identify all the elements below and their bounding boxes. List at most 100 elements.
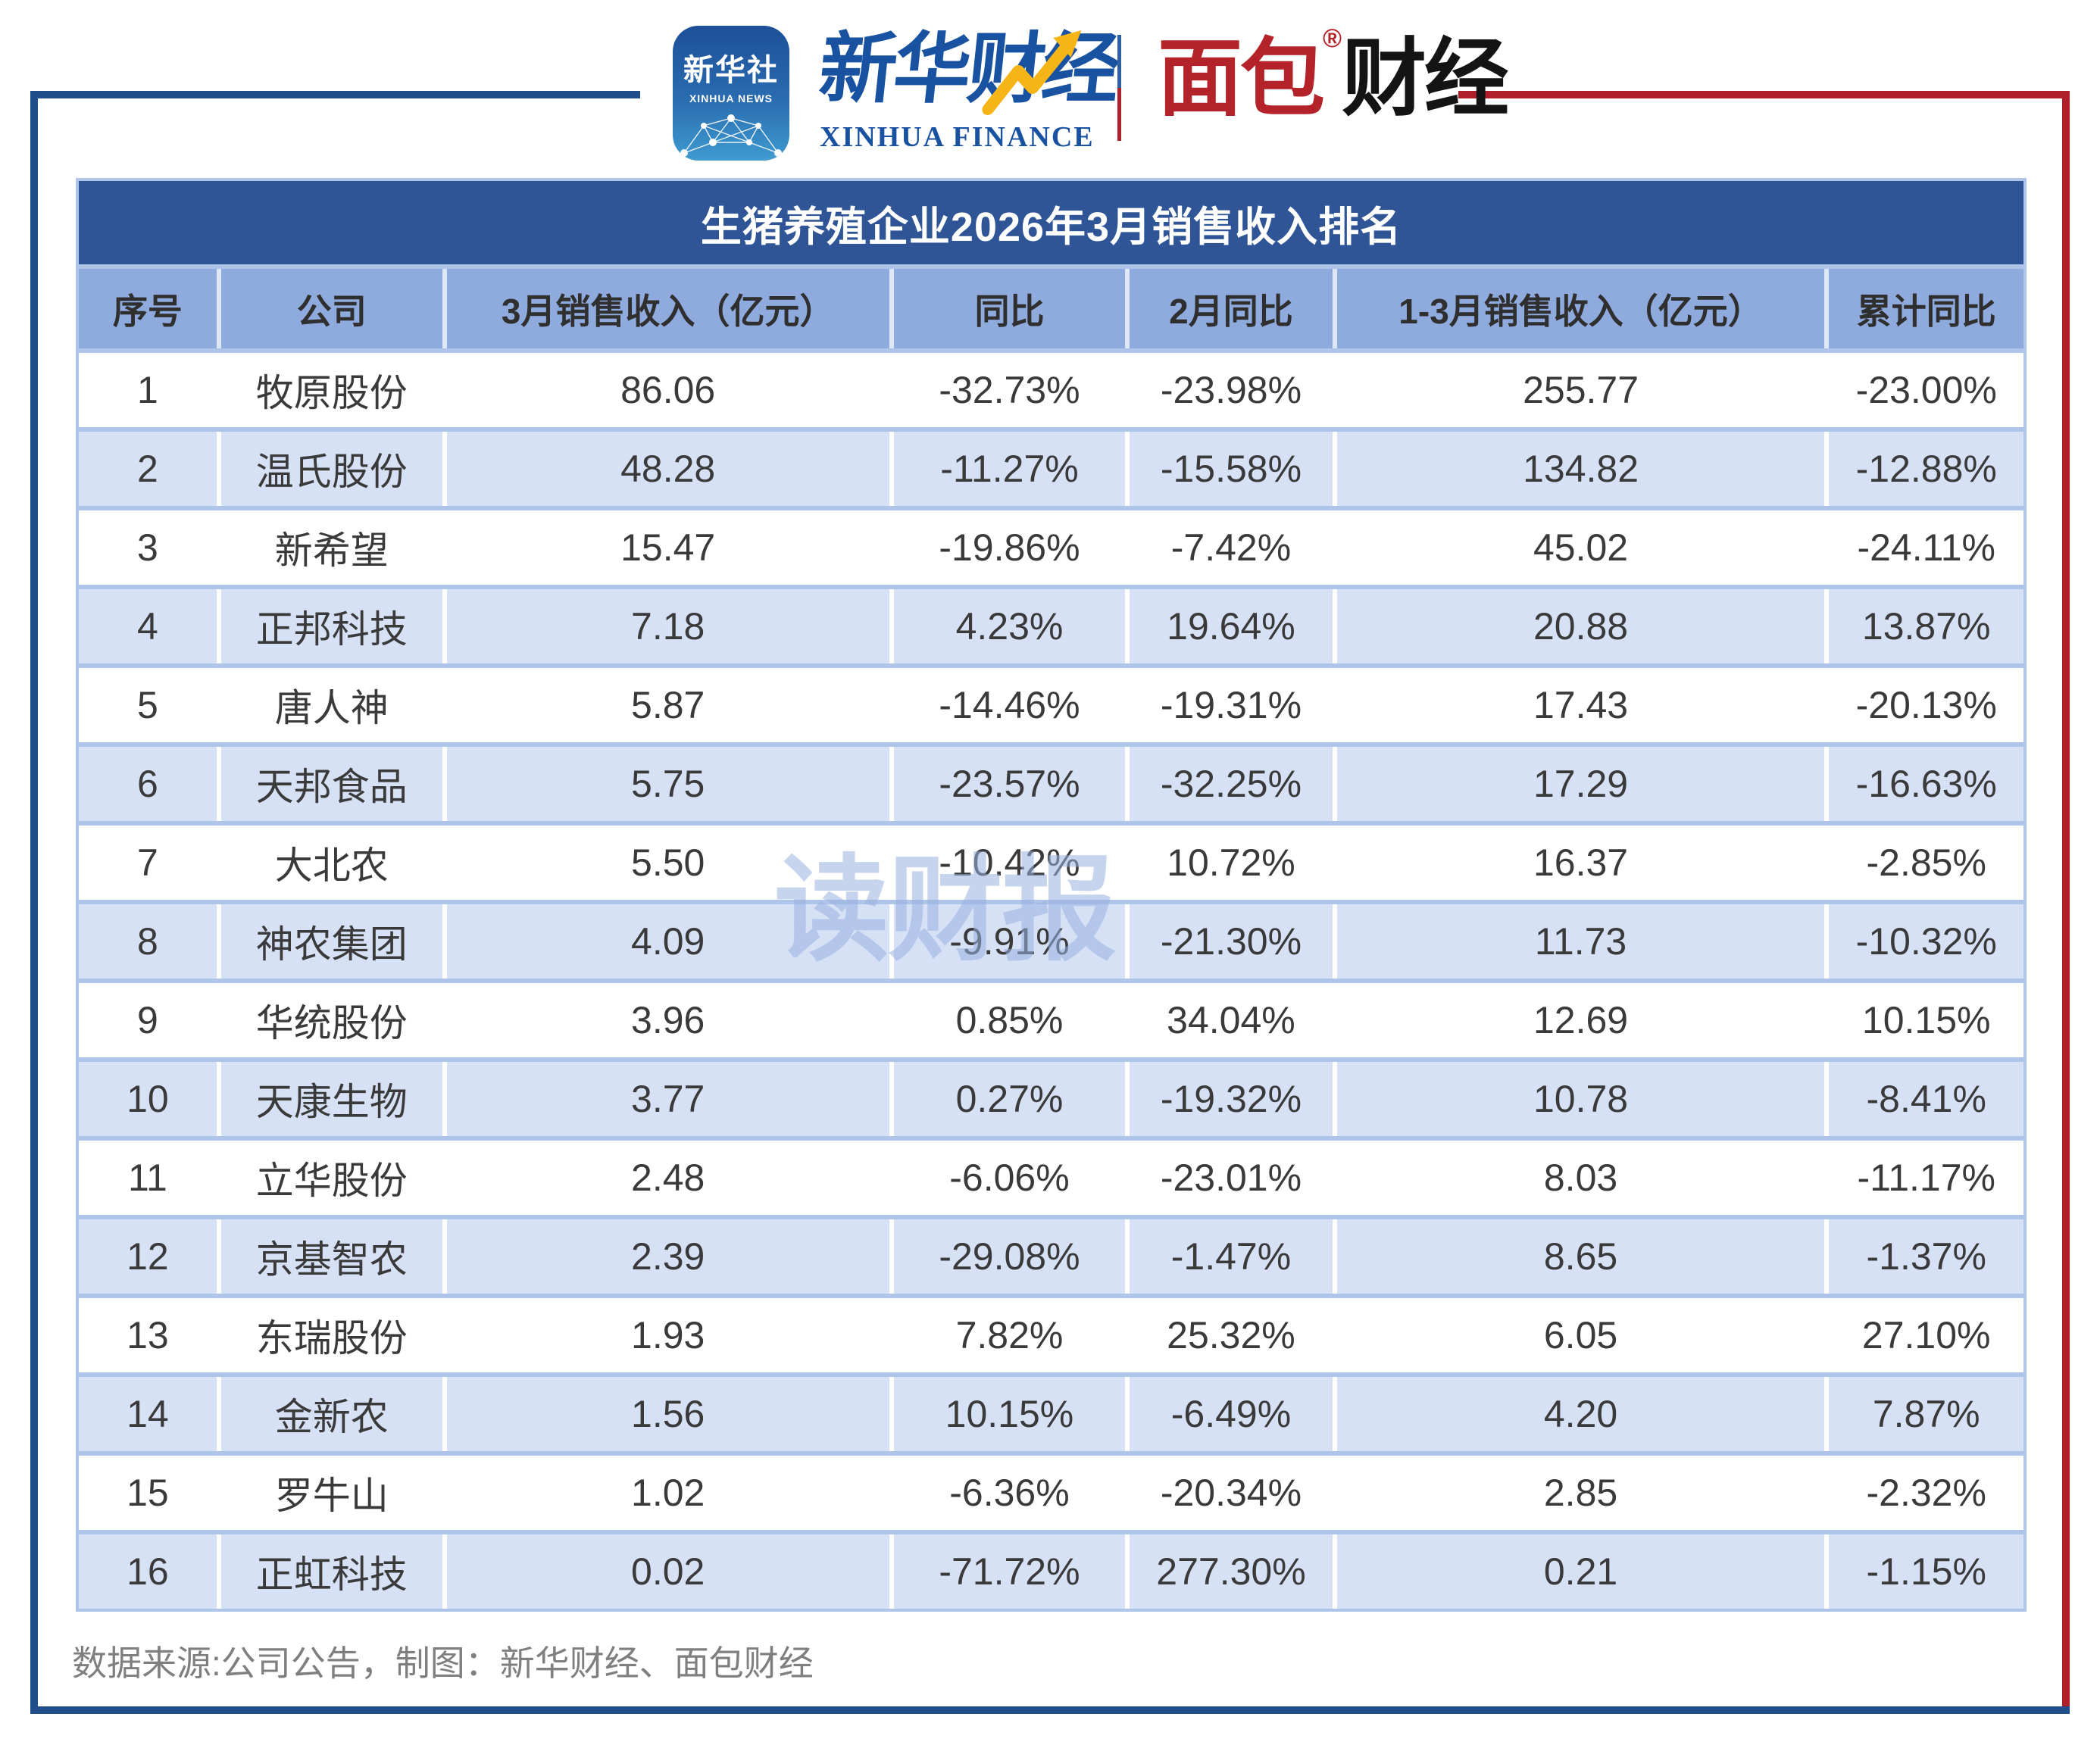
cell-march-revenue: 0.02 <box>446 1534 889 1609</box>
cell-company: 温氏股份 <box>220 432 442 506</box>
cell-cumulative-yoy: -24.11% <box>1829 510 2023 585</box>
cell-feb-yoy: -19.31% <box>1130 668 1333 742</box>
cell-cumulative-revenue: 12.69 <box>1336 983 1825 1057</box>
table-header-row: 序号 公司 3月销售收入（亿元） 同比 2月同比 1-3月销售收入（亿元） 累计… <box>79 269 2023 348</box>
header-company: 公司 <box>220 269 442 348</box>
cell-cumulative-revenue: 16.37 <box>1336 826 1825 900</box>
cell-cumulative-yoy: 13.87% <box>1829 589 2023 663</box>
cell-feb-yoy: 25.32% <box>1130 1298 1333 1372</box>
cell-cumulative-revenue: 6.05 <box>1336 1298 1825 1372</box>
table-row: 8 神农集团 4.09 -9.91% -21.30% 11.73 -10.32% <box>79 904 2023 979</box>
data-source-note: 数据来源:公司公告，制图：新华财经、面包财经 <box>72 1644 814 1683</box>
cell-cumulative-revenue: 45.02 <box>1336 510 1825 585</box>
cell-march-revenue: 1.02 <box>446 1456 889 1530</box>
xinhua-finance-logo: 新华财经 XINHUA FINANCE <box>815 26 1121 154</box>
cell-yoy: -14.46% <box>893 668 1126 742</box>
cell-cumulative-yoy: -1.15% <box>1829 1534 2023 1609</box>
cell-march-revenue: 5.75 <box>446 747 889 821</box>
table-row: 11 立华股份 2.48 -6.06% -23.01% 8.03 -11.17% <box>79 1141 2023 1215</box>
cell-march-revenue: 1.56 <box>446 1377 889 1451</box>
cell-cumulative-revenue: 8.65 <box>1336 1219 1825 1294</box>
table-row: 15 罗牛山 1.02 -6.36% -20.34% 2.85 -2.32% <box>79 1456 2023 1530</box>
cell-march-revenue: 15.47 <box>446 510 889 585</box>
table-row: 5 唐人神 5.87 -14.46% -19.31% 17.43 -20.13% <box>79 668 2023 742</box>
cell-cumulative-yoy: -23.00% <box>1829 353 2023 427</box>
cell-yoy: 0.27% <box>893 1062 1126 1136</box>
cell-yoy: -11.27% <box>893 432 1126 506</box>
frame-bottom-border <box>30 1706 2070 1714</box>
cell-cumulative-revenue: 2.85 <box>1336 1456 1825 1530</box>
cell-rank: 4 <box>79 589 217 663</box>
cell-company: 正邦科技 <box>220 589 442 663</box>
cell-rank: 11 <box>79 1141 217 1215</box>
header-march-revenue: 3月销售收入（亿元） <box>446 269 889 348</box>
table-row: 7 大北农 5.50 -10.42% 10.72% 16.37 -2.85% <box>79 826 2023 900</box>
xinhua-news-icon-cn-label: 新华社 <box>683 54 779 87</box>
cell-yoy: -19.86% <box>893 510 1126 585</box>
cell-yoy: 4.23% <box>893 589 1126 663</box>
cell-march-revenue: 3.77 <box>446 1062 889 1136</box>
table-row: 9 华统股份 3.96 0.85% 34.04% 12.69 10.15% <box>79 983 2023 1057</box>
cell-rank: 16 <box>79 1534 217 1609</box>
cell-company: 大北农 <box>220 826 442 900</box>
cell-cumulative-yoy: -8.41% <box>1829 1062 2023 1136</box>
bread-finance-logo: 面包®财经 <box>1158 26 1509 121</box>
cell-yoy: -6.36% <box>893 1456 1126 1530</box>
cell-cumulative-yoy: -12.88% <box>1829 432 2023 506</box>
cell-feb-yoy: -1.47% <box>1130 1219 1333 1294</box>
cell-cumulative-yoy: -10.32% <box>1829 904 2023 979</box>
bread-finance-red-text: 面包 <box>1158 31 1325 126</box>
cell-cumulative-revenue: 134.82 <box>1336 432 1825 506</box>
cell-march-revenue: 86.06 <box>446 353 889 427</box>
cell-cumulative-yoy: -20.13% <box>1829 668 2023 742</box>
cell-march-revenue: 2.39 <box>446 1219 889 1294</box>
cell-march-revenue: 48.28 <box>446 432 889 506</box>
cell-cumulative-revenue: 10.78 <box>1336 1062 1825 1136</box>
cell-rank: 3 <box>79 510 217 585</box>
cell-rank: 15 <box>79 1456 217 1530</box>
cell-rank: 9 <box>79 983 217 1057</box>
cell-yoy: -23.57% <box>893 747 1126 821</box>
cell-cumulative-revenue: 17.29 <box>1336 747 1825 821</box>
cell-cumulative-yoy: -2.85% <box>1829 826 2023 900</box>
cell-feb-yoy: -21.30% <box>1130 904 1333 979</box>
cell-cumulative-revenue: 255.77 <box>1336 353 1825 427</box>
cell-rank: 14 <box>79 1377 217 1451</box>
registered-trademark-icon: ® <box>1323 24 1342 53</box>
cell-company: 华统股份 <box>220 983 442 1057</box>
cell-feb-yoy: -20.34% <box>1130 1456 1333 1530</box>
cell-rank: 13 <box>79 1298 217 1372</box>
cell-yoy: 7.82% <box>893 1298 1126 1372</box>
xinhua-finance-cn-wordmark: 新华财经 <box>815 26 1121 115</box>
header-cumulative-yoy: 累计同比 <box>1829 269 2023 348</box>
cell-cumulative-yoy: -2.32% <box>1829 1456 2023 1530</box>
cell-company: 立华股份 <box>220 1141 442 1215</box>
cell-yoy: -29.08% <box>893 1219 1126 1294</box>
table-title: 生猪养殖企业2026年3月销售收入排名 <box>79 181 2023 264</box>
cell-feb-yoy: -23.01% <box>1130 1141 1333 1215</box>
table-row: 13 东瑞股份 1.93 7.82% 25.32% 6.05 27.10% <box>79 1298 2023 1372</box>
header-rank: 序号 <box>79 269 217 348</box>
cell-company: 唐人神 <box>220 668 442 742</box>
cell-rank: 1 <box>79 353 217 427</box>
constellation-network-icon <box>680 114 782 157</box>
table-row: 6 天邦食品 5.75 -23.57% -32.25% 17.29 -16.63… <box>79 747 2023 821</box>
cell-rank: 2 <box>79 432 217 506</box>
xinhua-news-app-icon: 新华社 XINHUA NEWS <box>673 26 789 161</box>
cell-yoy: -32.73% <box>893 353 1126 427</box>
cell-cumulative-revenue: 4.20 <box>1336 1377 1825 1451</box>
cell-rank: 8 <box>79 904 217 979</box>
cell-rank: 6 <box>79 747 217 821</box>
cell-march-revenue: 5.87 <box>446 668 889 742</box>
cell-company: 金新农 <box>220 1377 442 1451</box>
cell-feb-yoy: -6.49% <box>1130 1377 1333 1451</box>
cell-feb-yoy: -7.42% <box>1130 510 1333 585</box>
cell-feb-yoy: 34.04% <box>1130 983 1333 1057</box>
cell-feb-yoy: -32.25% <box>1130 747 1333 821</box>
cell-cumulative-revenue: 0.21 <box>1336 1534 1825 1609</box>
table-row: 4 正邦科技 7.18 4.23% 19.64% 20.88 13.87% <box>79 589 2023 663</box>
header-cumulative-revenue: 1-3月销售收入（亿元） <box>1336 269 1825 348</box>
cell-rank: 10 <box>79 1062 217 1136</box>
cell-feb-yoy: -19.32% <box>1130 1062 1333 1136</box>
